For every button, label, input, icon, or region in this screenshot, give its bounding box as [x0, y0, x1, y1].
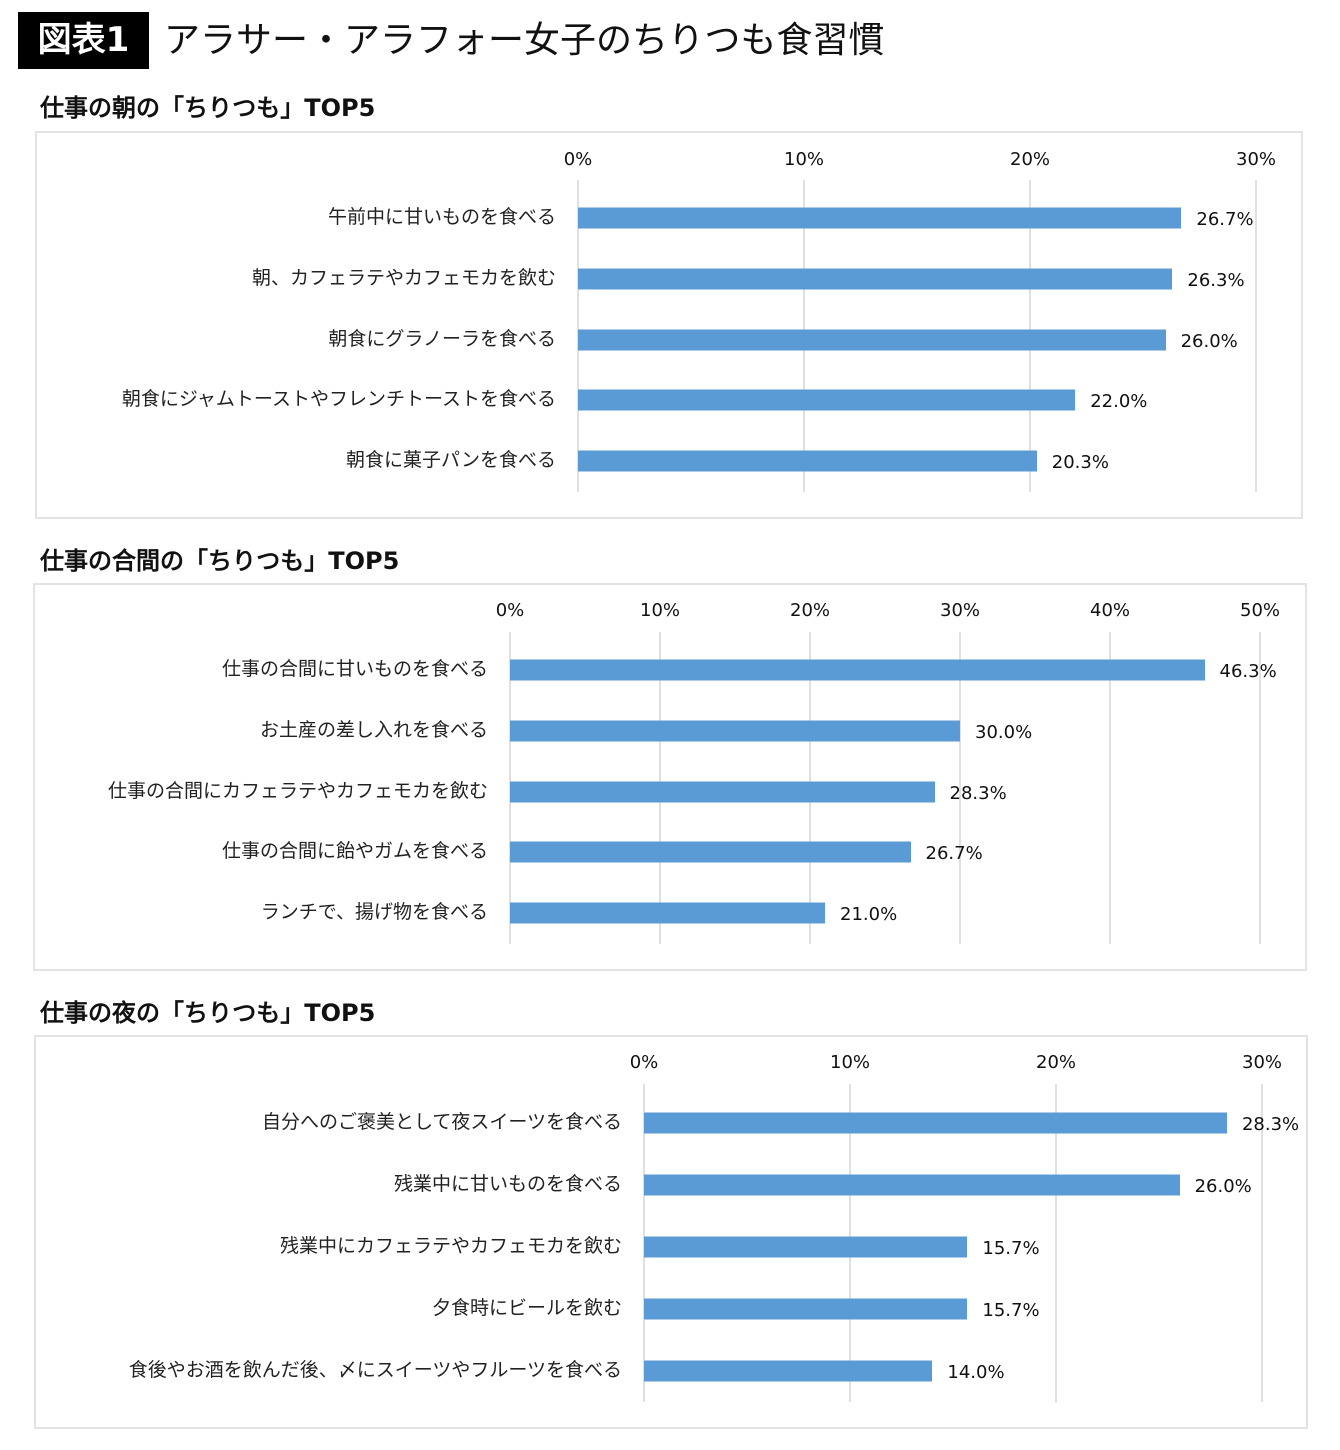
category-label: 仕事の合間に飴やガムを食べる	[221, 840, 488, 862]
tick-label: 30%	[1235, 149, 1277, 170]
bar	[510, 720, 960, 742]
data-label: 26.7%	[1196, 209, 1254, 230]
category-label: 午前中に甘いものを食べる	[327, 206, 556, 228]
bar	[510, 902, 825, 924]
data-label: 21.0%	[840, 904, 898, 925]
tick-label: 10%	[829, 1052, 871, 1073]
tick-label: 20%	[1009, 149, 1051, 170]
tick-label: 0%	[563, 149, 593, 170]
category-label: 朝食に菓子パンを食べる	[346, 449, 556, 471]
data-label: 30.0%	[975, 722, 1033, 743]
chart-title: 仕事の夜の「ちりつも」TOP5	[40, 999, 376, 1027]
gridline	[1255, 180, 1257, 492]
data-label: 26.0%	[1194, 1176, 1252, 1197]
data-label: 20.3%	[1051, 452, 1109, 473]
chart-title: 仕事の合間の「ちりつも」TOP5	[40, 547, 400, 575]
tick-label: 50%	[1239, 600, 1281, 621]
bar	[578, 329, 1166, 351]
data-label: 26.7%	[925, 843, 983, 864]
tick-label: 30%	[1241, 1052, 1283, 1073]
figure-badge: 図表1	[18, 12, 149, 69]
data-label: 15.7%	[982, 1300, 1040, 1321]
gridline	[1259, 632, 1261, 944]
bar	[644, 1112, 1227, 1134]
data-label: 26.3%	[1187, 270, 1245, 291]
bar	[644, 1360, 933, 1382]
category-label: 仕事の合間に甘いものを食べる	[221, 658, 488, 680]
tick-label: 20%	[789, 600, 831, 621]
bar	[578, 207, 1182, 229]
gridline	[1109, 632, 1111, 944]
chart-title: 仕事の朝の「ちりつも」TOP5	[40, 94, 376, 122]
bar	[644, 1174, 1180, 1196]
gridline	[959, 632, 961, 944]
gridline	[1261, 1084, 1263, 1402]
bar	[644, 1298, 968, 1320]
tick-label: 10%	[783, 149, 825, 170]
chart-frame	[33, 583, 1307, 971]
category-label: 朝食にグラノーラを食べる	[328, 328, 556, 350]
tick-label: 20%	[1035, 1052, 1077, 1073]
category-label: 食後やお酒を飲んだ後、〆にスイーツやフルーツを食べる	[128, 1359, 622, 1381]
tick-label: 10%	[639, 600, 681, 621]
data-label: 15.7%	[982, 1238, 1040, 1259]
data-label: 46.3%	[1219, 661, 1277, 682]
tick-label: 0%	[495, 600, 525, 621]
figure-title: アラサー・アラフォー女子のちりつも食習慣	[164, 20, 885, 61]
category-label: 朝、カフェラテやカフェモカを飲む	[251, 267, 556, 289]
category-label: 夕食時にビールを飲む	[431, 1297, 622, 1319]
category-label: お土産の差し入れを食べる	[259, 719, 488, 741]
data-label: 22.0%	[1090, 391, 1148, 412]
category-label: 仕事の合間にカフェラテやカフェモカを飲む	[107, 780, 488, 802]
chart-frame	[34, 1035, 1308, 1429]
bar	[578, 389, 1076, 411]
category-label: 自分へのご褒美として夜スイーツを食べる	[261, 1111, 622, 1133]
data-label: 28.3%	[949, 783, 1007, 804]
bar	[644, 1236, 968, 1258]
tick-label: 40%	[1089, 600, 1131, 621]
gridline	[1055, 1084, 1057, 1402]
chart-frame	[35, 131, 1303, 519]
bar	[578, 450, 1037, 472]
bar	[510, 841, 911, 863]
category-label: 朝食にジャムトーストやフレンチトーストを食べる	[121, 388, 556, 410]
bar	[510, 781, 935, 803]
data-label: 26.0%	[1180, 331, 1238, 352]
data-label: 28.3%	[1241, 1114, 1300, 1135]
category-label: 残業中にカフェラテやカフェモカを飲む	[279, 1235, 622, 1257]
tick-label: 0%	[629, 1052, 659, 1073]
category-label: 残業中に甘いものを食べる	[393, 1173, 622, 1195]
bar	[578, 268, 1173, 290]
data-label: 14.0%	[947, 1362, 1005, 1383]
bar	[510, 659, 1205, 681]
category-label: ランチで、揚げ物を食べる	[260, 901, 488, 923]
tick-label: 30%	[939, 600, 981, 621]
